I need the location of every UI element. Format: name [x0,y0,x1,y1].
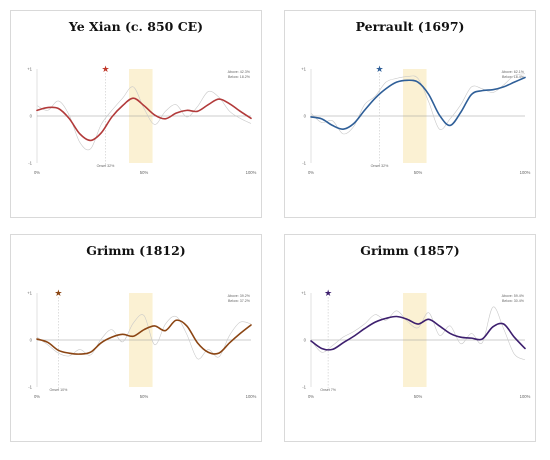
x-tick-label: 100% [520,394,531,399]
chart-svg: +1 0 -10% 50% 100% Above: 42.3%Below: 18.2% ★ O… [27,65,257,175]
x-tick-label: 50% [414,394,423,399]
star-icon: ★ [54,289,62,299]
chart-title: Perrault (1697) [355,19,465,34]
stat-label: Above: 62.1% [502,70,525,74]
x-tick-label: 0% [308,170,314,175]
stat-label: Below: 18.2% [228,75,251,79]
star-icon: ★ [375,65,383,75]
chart-panel-perrault: Perrault (1697) +1 0 -1 0% 50% 100% Above: 62.… [284,10,536,218]
y-tick-label: -1 [302,161,306,166]
x-tick-label: 50% [414,170,423,175]
chart-title: Ye Xian (c. 850 CE) [68,19,204,34]
x-tick-label: 100% [246,394,257,399]
x-tick-label: 100% [246,170,257,175]
marker-label: Onset 10% [50,388,69,392]
y-tick-label: 0 [30,114,33,119]
y-tick-label: 0 [304,114,307,119]
x-tick-label: 100% [520,170,531,175]
smoothed-series-line [36,319,252,355]
marker-label: Onset 32% [371,164,390,168]
smoothed-series-line [310,76,526,130]
stat-label: Above: 59.4% [502,294,525,298]
stat-label: Below: 37.2% [228,299,251,303]
smoothed-series-line [310,315,526,351]
y-tick-label: 0 [30,338,33,343]
smoothed-series-line [36,97,252,142]
star-icon: ★ [324,289,332,299]
x-tick-label: 0% [34,394,40,399]
chart-title: Grimm (1812) [86,243,186,258]
chart-title: Grimm (1857) [360,243,460,258]
y-tick-label: -1 [302,385,306,390]
chart-panel-grimm-1857: Grimm (1857) +1 0 -1 0% 50% 100% Above: 59.4% B… [284,234,536,442]
chart-svg: +1 0 -10% 50% 100% Above: 62.1%Below: 18.4% ★ O… [301,65,531,175]
chart-panel-grimm-1812: Grimm (1812) +1 0 -1 0% 50% 100% Above: 39.2% B… [10,234,262,442]
raw-series-line [310,73,526,135]
y-tick-label: +1 [301,67,306,72]
marker-label: Onset 7% [320,388,337,392]
y-tick-label: +1 [27,67,32,72]
x-tick-label: 50% [140,170,149,175]
y-tick-label: 0 [304,338,307,343]
marker-label: Onset 32% [97,164,116,168]
x-tick-label: 0% [34,170,40,175]
chart-svg: +1 0 -10% 50% 100% Above: 39.2%Below: 37.2% ★ O… [27,289,257,399]
y-tick-label: +1 [27,291,32,296]
x-tick-label: 0% [308,394,314,399]
stat-label: Below: 18.4% [502,75,525,79]
raw-series-line [310,306,526,361]
x-tick-label: 50% [140,394,149,399]
y-tick-label: -1 [28,161,32,166]
y-tick-label: -1 [28,385,32,390]
stat-label: Below: 30.4% [502,299,525,303]
stat-label: Above: 42.3% [228,70,251,74]
star-icon: ★ [101,65,109,75]
chart-svg: +1 0 -10% 50% 100% Above: 59.4%Below: 30.4% ★ O… [301,289,531,399]
stat-label: Above: 39.2% [228,294,251,298]
chart-panel-ye-xian: Ye Xian (c. 850 CE) +1 0 -1 0% 50% 100% Above:… [10,10,262,218]
y-tick-label: +1 [301,291,306,296]
